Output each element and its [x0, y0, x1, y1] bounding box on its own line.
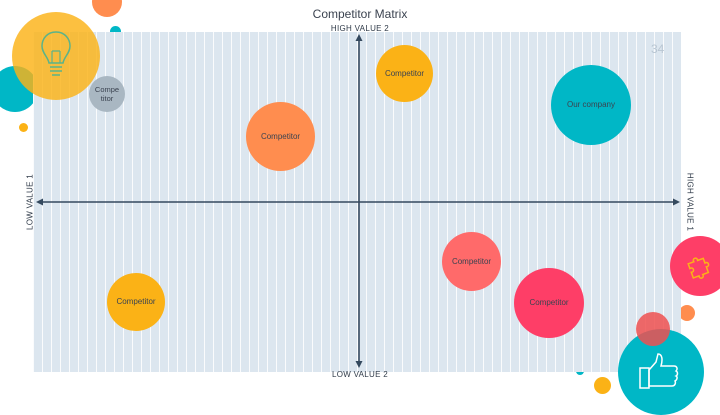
axis-label-low-value-1: LOW VALUE 1: [25, 173, 35, 231]
bubble-competitor-pink: Competitor: [514, 268, 584, 338]
axis-label-high-value-1: HIGH VALUE 1: [685, 172, 695, 232]
bubble-competitor-bottom-yellow: Competitor: [107, 273, 165, 331]
bubble-our-company: Our company: [551, 65, 631, 145]
bubble-competitor-orange: Competitor: [246, 102, 315, 171]
decor-circle-red-overlap: [636, 312, 670, 346]
puzzle-icon-circle: [670, 236, 720, 296]
puzzle-piece-icon: [687, 257, 710, 279]
bubble-competitor-salmon: Competitor: [442, 232, 501, 291]
chart-title: Competitor Matrix: [312, 7, 408, 21]
matrix-axes: [36, 34, 680, 368]
axis-arrow-left: [36, 198, 43, 206]
decor-dot-yellow-bottom: [594, 377, 611, 394]
axis-arrow-down: [355, 361, 363, 368]
decor-dot-orange-right: [679, 305, 695, 321]
decor-circle-orange-top: [92, 0, 122, 17]
lightbulb-icon: [41, 31, 71, 76]
thumbs-up-icon: [639, 353, 679, 389]
bubble-competitor-small-gray: Compe titor: [89, 76, 125, 112]
bubble-competitor-top-yellow: Competitor: [376, 45, 433, 102]
axis-label-high-value-2: HIGH VALUE 2: [330, 24, 390, 33]
axis-arrow-up: [355, 34, 363, 41]
decor-dot-yellow-left: [19, 123, 28, 132]
decor-dot-teal-top: [110, 26, 121, 37]
axis-arrow-right: [673, 198, 680, 206]
slide-number: 34: [651, 42, 665, 56]
axis-label-low-value-2: LOW VALUE 2: [331, 370, 389, 379]
lightbulb-icon-circle: [12, 12, 100, 100]
